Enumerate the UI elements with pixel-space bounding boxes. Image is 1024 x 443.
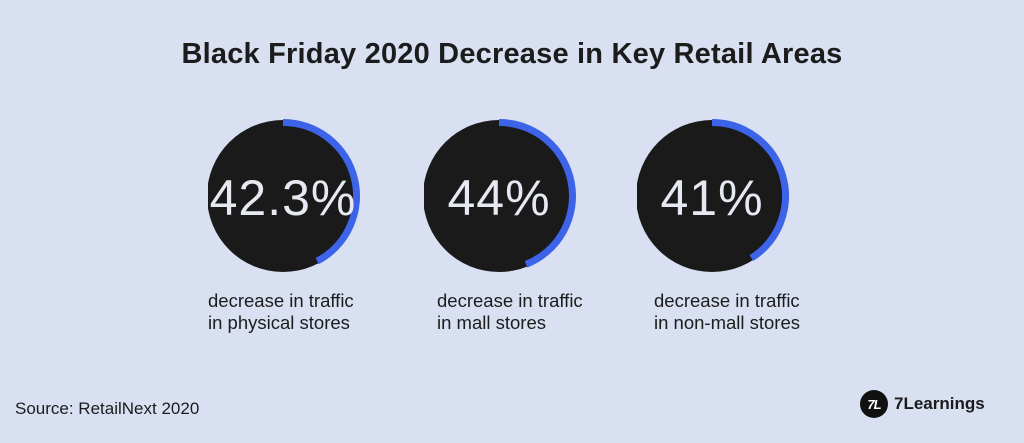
- gauge-disc: [208, 120, 359, 272]
- brand-logo-icon: 7L: [860, 390, 888, 418]
- stat-caption: decrease in traffic in physical stores: [208, 290, 448, 334]
- brand-name: 7Learnings: [894, 394, 985, 413]
- caption-line: in mall stores: [437, 312, 546, 333]
- caption-line: decrease in traffic: [437, 290, 583, 311]
- source-note: Source: RetailNext 2020: [15, 399, 200, 418]
- gauge-arc: [498, 119, 576, 268]
- caption-line: decrease in traffic: [208, 290, 354, 311]
- gauge-mall-stores: [424, 119, 576, 272]
- stat-caption: decrease in traffic in mall stores: [437, 290, 677, 334]
- brand: 7L 7Learnings: [860, 389, 985, 419]
- gauge-non-mall-stores: [637, 119, 789, 272]
- stat-caption: decrease in traffic in non-mall stores: [654, 290, 894, 334]
- caption-line: in physical stores: [208, 312, 350, 333]
- caption-line: in non-mall stores: [654, 312, 801, 333]
- chart-title: Black Friday 2020 Decrease in Key Retail…: [181, 38, 843, 70]
- stat-value: 41%: [660, 170, 764, 226]
- stat-value: 42.3%: [209, 170, 357, 226]
- gauge-physical-stores: [208, 119, 360, 272]
- gauge-disc: [637, 120, 788, 272]
- gauge-arc: [282, 119, 360, 265]
- stat-value: 44%: [447, 170, 551, 226]
- gauge-disc: [424, 120, 575, 272]
- gauge-arc: [711, 119, 789, 262]
- caption-line: decrease in traffic: [654, 290, 800, 311]
